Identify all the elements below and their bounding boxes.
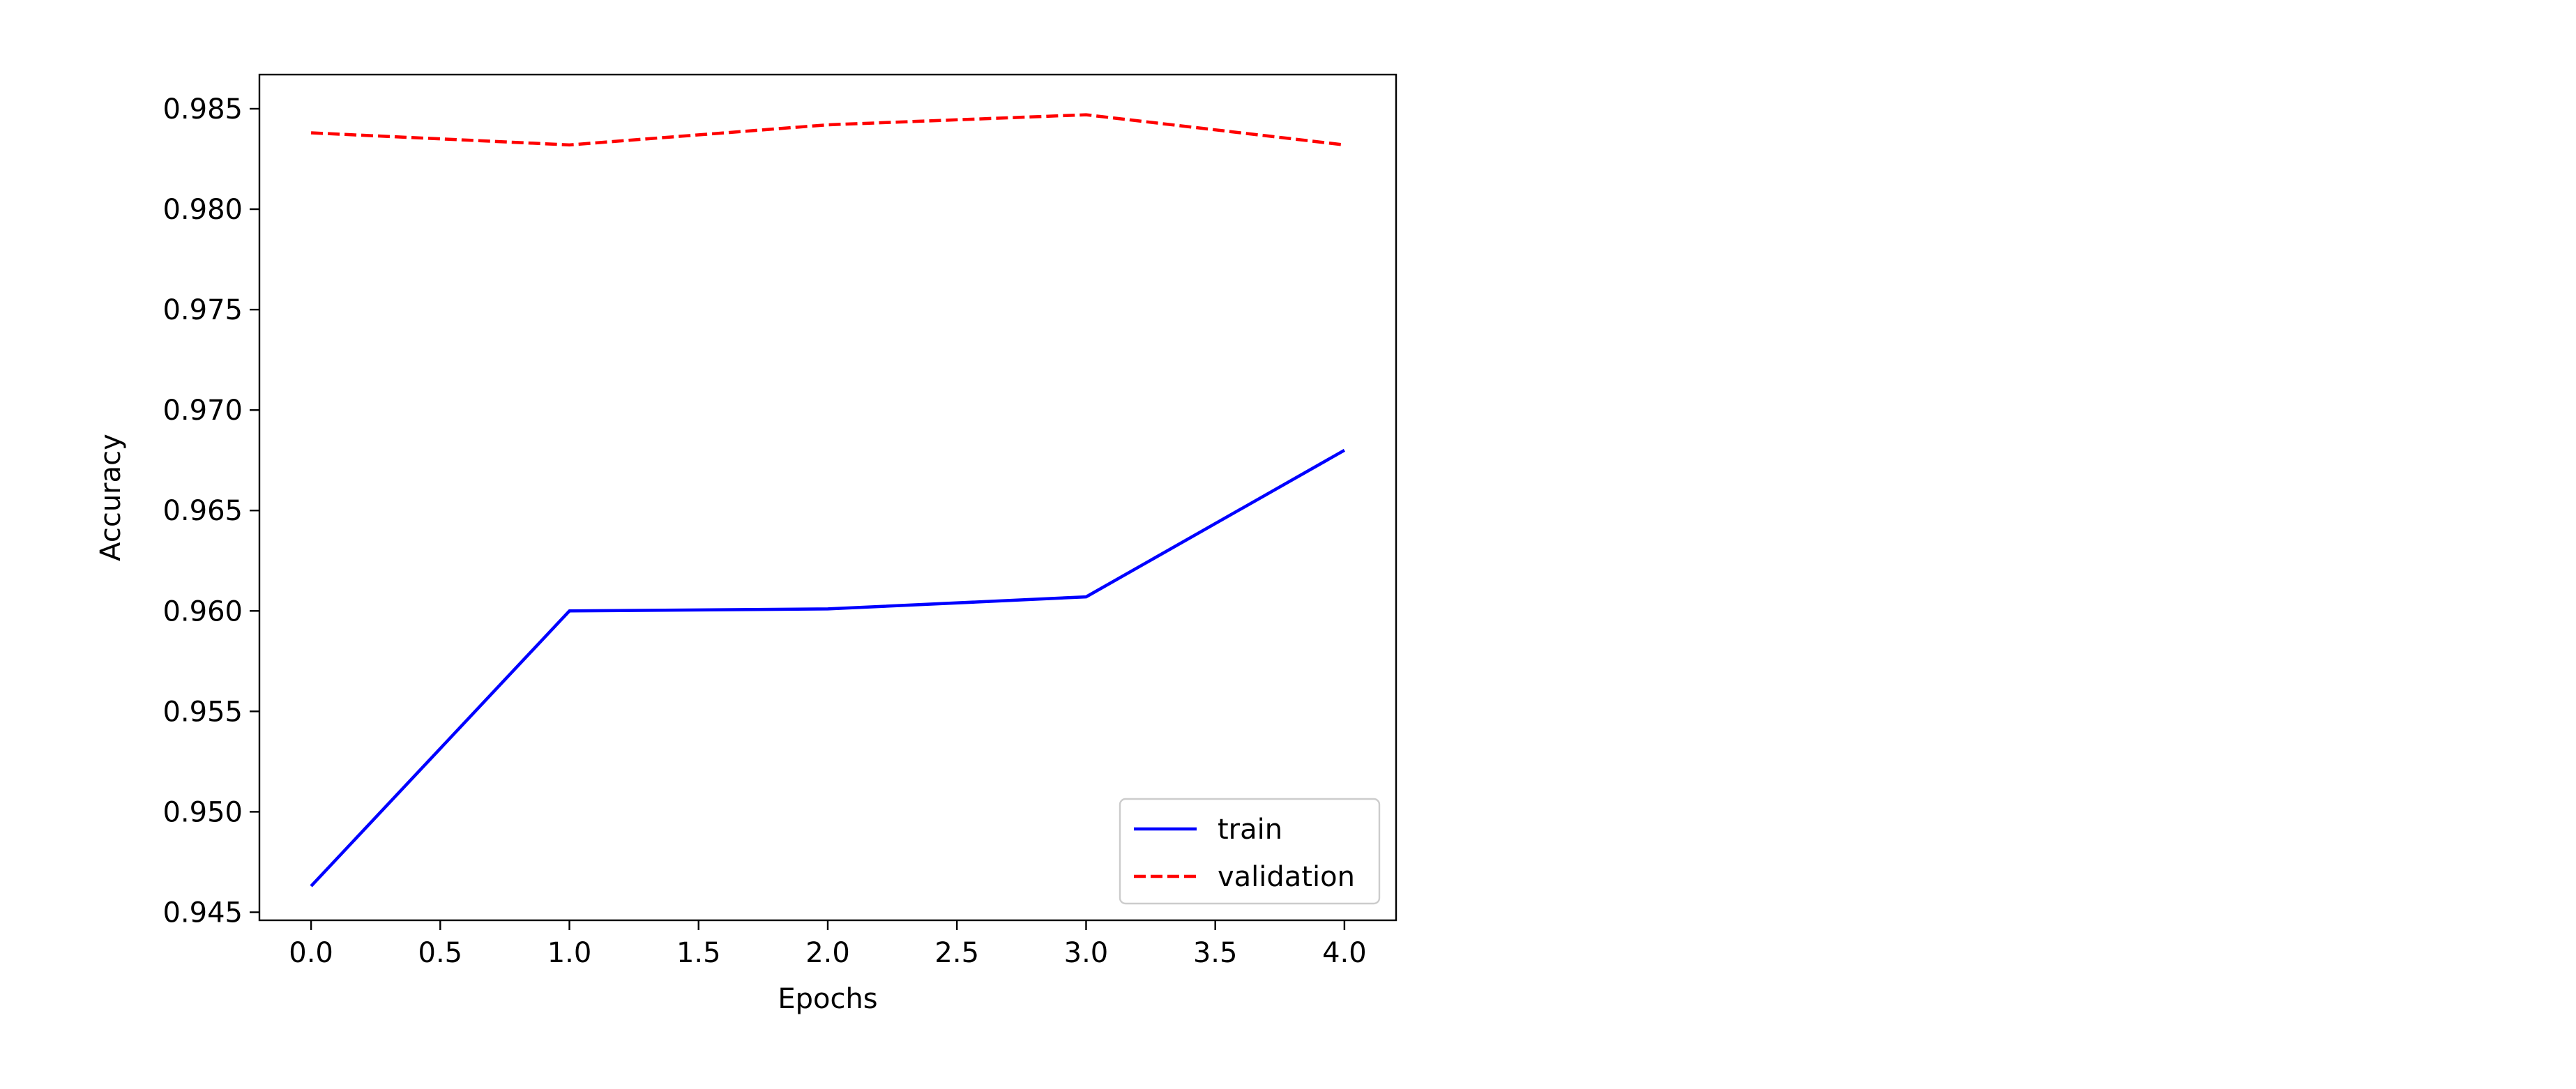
y-tick-label: 0.945 [162, 897, 243, 929]
x-tick-label: 2.5 [934, 937, 979, 969]
y-axis: 0.945 0.950 0.955 0.960 0.965 0.970 0.975 0.980… [162, 93, 259, 929]
legend-label-train: train [1218, 814, 1282, 846]
x-tick-label: 1.0 [547, 937, 592, 969]
x-tick-label: 3.5 [1193, 937, 1238, 969]
y-tick-label: 0.970 [162, 395, 243, 427]
y-tick-label: 0.975 [162, 294, 243, 326]
x-tick-label: 2.0 [805, 937, 850, 969]
series-layer [310, 113, 1346, 888]
y-tick-label: 0.955 [162, 696, 243, 728]
series-line-validation [310, 113, 1345, 147]
x-axis-label: Epochs [778, 983, 877, 1015]
x-tick-label: 0.0 [289, 937, 333, 969]
y-tick-label: 0.985 [162, 93, 243, 125]
series-line-train [310, 448, 1346, 888]
x-axis: 0.0 0.5 1.0 1.5 2.0 2.5 3.0 3.5 4.0 [289, 920, 1367, 969]
legend: train validation [1119, 798, 1381, 905]
y-axis-label: Accuracy [95, 434, 127, 561]
x-tick-label: 1.5 [676, 937, 721, 969]
y-tick-label: 0.965 [162, 495, 243, 527]
x-tick-label: 0.5 [418, 937, 463, 969]
y-tick-label: 0.980 [162, 194, 243, 226]
legend-label-validation: validation [1218, 861, 1355, 893]
axes-frame [258, 73, 1397, 922]
x-tick-label: 4.0 [1322, 937, 1367, 969]
y-tick-label: 0.950 [162, 796, 243, 828]
x-tick-label: 3.0 [1064, 937, 1109, 969]
y-tick-label: 0.960 [162, 595, 243, 627]
